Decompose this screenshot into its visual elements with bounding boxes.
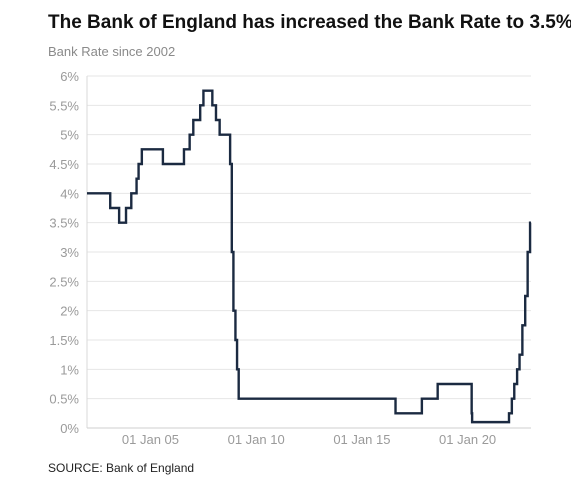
series-layer: [87, 89, 532, 424]
source-note: SOURCE: Bank of England: [48, 461, 195, 475]
x-tick-label: 01 Jan 05: [122, 432, 179, 447]
axes: [86, 76, 531, 429]
y-tick-label: 4.5%: [49, 157, 79, 172]
y-tick-label: 0%: [60, 421, 79, 436]
y-tick-label: 2.5%: [49, 274, 79, 289]
y-axis-tick-labels: 0% 0.5% 1% 1.5% 2% 2.5% 3% 3.5% 4% 4.5% 5% 5.5% 6%: [49, 69, 79, 436]
chart-title: The Bank of England has increased the Ba…: [48, 12, 571, 33]
y-tick-label: 6%: [60, 69, 79, 84]
x-axis-tick-labels: 01 Jan 05 01 Jan 10 01 Jan 15 01 Jan 20: [122, 432, 496, 447]
y-tick-label: 1%: [60, 362, 79, 377]
x-tick-label: 01 Jan 15: [333, 432, 390, 447]
y-tick-label: 4%: [60, 186, 79, 201]
y-tick-label: 3.5%: [49, 216, 79, 231]
y-tick-label: 0.5%: [49, 392, 79, 407]
x-tick-label: 01 Jan 20: [439, 432, 496, 447]
y-tick-label: 1.5%: [49, 333, 79, 348]
y-tick-label: 5.5%: [49, 98, 79, 113]
y-tick-label: 2%: [60, 304, 79, 319]
y-tick-label: 5%: [60, 128, 79, 143]
bank-rate-line: [87, 89, 532, 424]
chart-subtitle: Bank Rate since 2002: [48, 44, 176, 59]
gridlines: [87, 75, 531, 429]
y-tick-label: 3%: [60, 245, 79, 260]
x-tick-label: 01 Jan 10: [228, 432, 285, 447]
